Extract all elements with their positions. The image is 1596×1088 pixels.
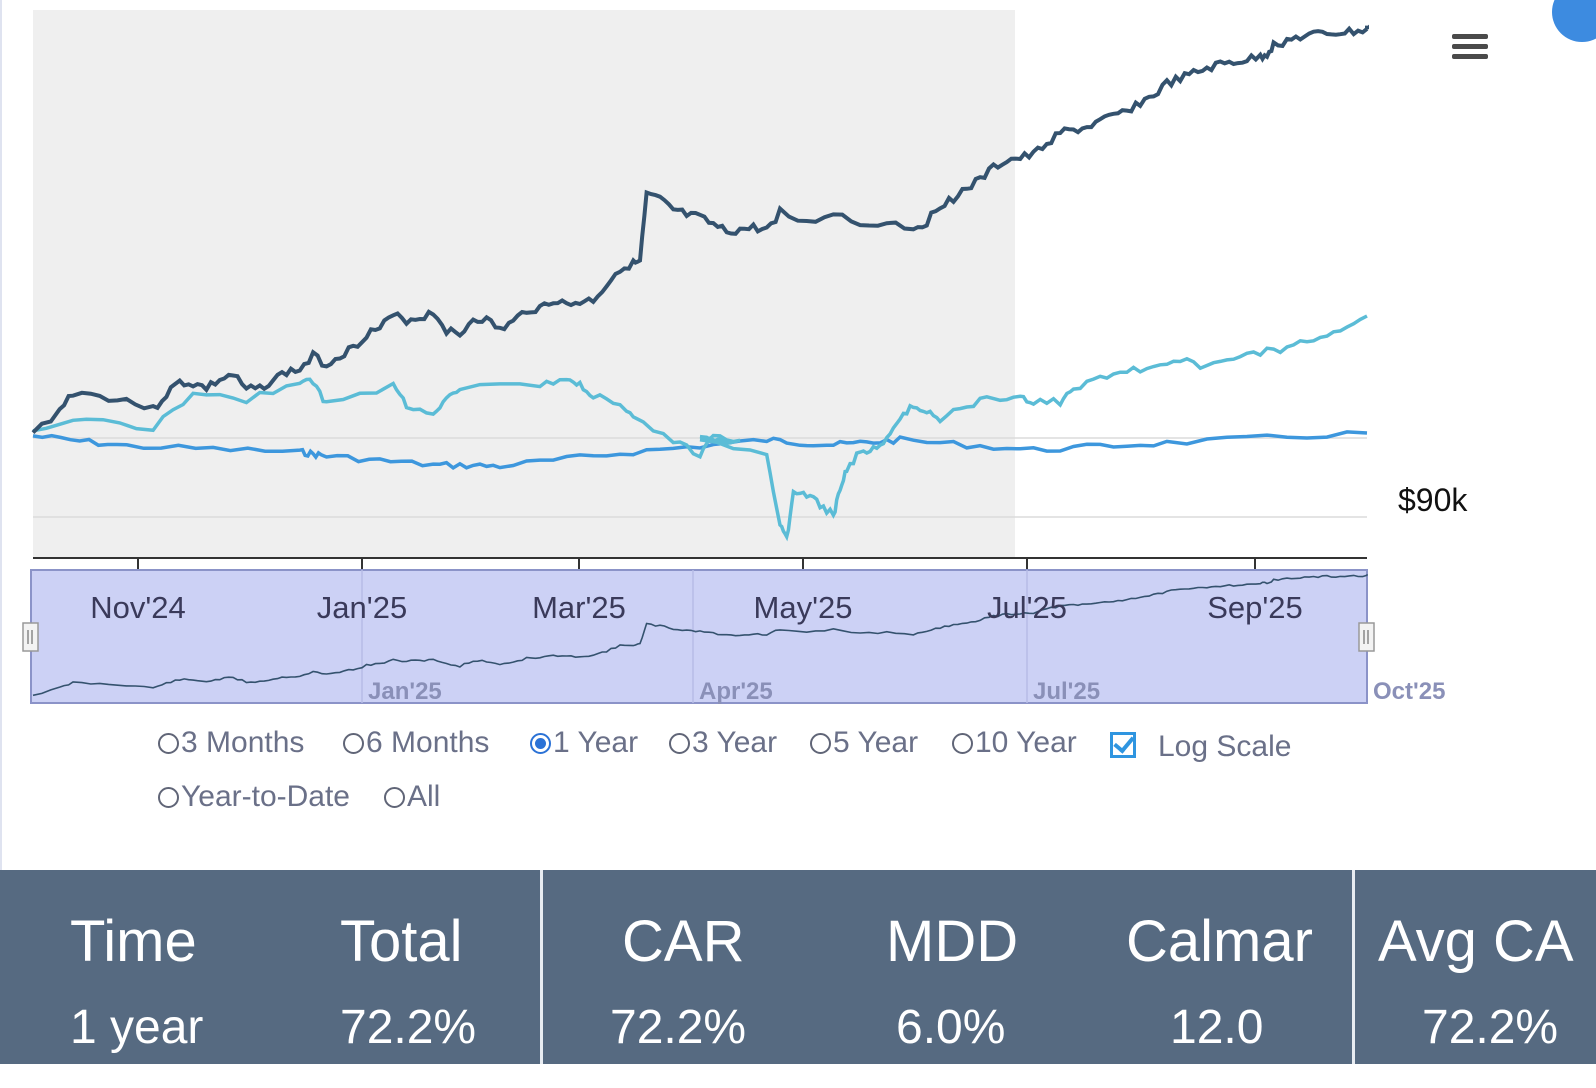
stat-header: Calmar (1126, 909, 1313, 974)
radio-icon[interactable] (158, 786, 179, 808)
stat-header: MDD (886, 909, 1019, 974)
series-line-benchmark-a (32, 314, 1368, 542)
navigator-grid (361, 570, 1028, 703)
radio-icon[interactable] (810, 732, 831, 754)
range-option-label: 5 Year (833, 726, 919, 759)
x-tick-label: Mar'25 (532, 590, 626, 625)
radio-icon[interactable] (952, 732, 973, 754)
navigator-left-handle[interactable] (22, 622, 39, 652)
x-tick-label: Sep'25 (1207, 590, 1303, 625)
stats-divider (1352, 870, 1355, 1064)
bottom-strip (0, 1064, 1596, 1088)
range-option-all[interactable]: All (384, 780, 440, 814)
left-border (0, 0, 2, 880)
x-tick-label: May'25 (754, 590, 853, 625)
range-option-10-year[interactable]: 10 Year (952, 726, 1077, 760)
range-option-label: 3 Year (692, 726, 778, 759)
navigator[interactable] (30, 569, 1368, 704)
stat-value: 72.2% (610, 1001, 747, 1054)
navigator-right-handle[interactable] (1358, 622, 1375, 652)
series-group (31, 24, 1369, 542)
stat-value: 6.0% (896, 1001, 1006, 1054)
range-option-1-year[interactable]: 1 Year (530, 726, 638, 760)
radio-icon[interactable] (669, 732, 690, 754)
range-option-year-to-date[interactable]: Year-to-Date (158, 780, 350, 814)
x-tick-label: Jan'25 (317, 590, 407, 625)
range-option-label: 6 Months (366, 726, 490, 759)
navigator-label: Apr'25 (699, 678, 773, 705)
navigator-label: Oct'25 (1373, 678, 1445, 705)
range-option-label: 3 Months (181, 726, 305, 759)
series-line-strategy (31, 24, 1369, 435)
radio-icon[interactable] (384, 786, 405, 808)
stat-header: Total (340, 909, 463, 974)
range-option-label: Year-to-Date (181, 780, 350, 813)
y-axis-label: $90k (1398, 482, 1468, 518)
range-option-label: 10 Year (975, 726, 1077, 759)
x-ticks (137, 558, 1256, 570)
log-scale-toggle[interactable]: Log Scale (1110, 726, 1291, 764)
range-option-label: All (407, 780, 441, 813)
performance-chart: Jan'25 Apr'25 Jul'25 Oct'25 Nov'24 Jan'25 Mar… (22, 10, 1445, 705)
x-axis-labels: Nov'24 Jan'25 Mar'25 May'25 Jul'25 Sep'25 (90, 590, 1303, 625)
x-tick-label: Nov'24 (90, 590, 186, 625)
stats-table: Time 1 year Total 72.2% CAR 72.2% MDD 6.… (0, 870, 1596, 1064)
stat-value: 1 year (70, 1001, 204, 1054)
stat-header: Avg CA (1378, 909, 1574, 974)
stat-value: 72.2% (340, 1001, 477, 1054)
navigator-label: Jan'25 (368, 678, 442, 705)
range-option-3-months[interactable]: 3 Months (158, 726, 304, 760)
navigator-labels: Jan'25 Apr'25 Jul'25 Oct'25 (368, 678, 1445, 705)
stat-value: 72.2% (1422, 1001, 1559, 1054)
stat-header: Time (70, 909, 197, 974)
navigator-series-line (32, 574, 1368, 697)
series-line-benchmark-b (32, 430, 1368, 471)
range-option-5-year[interactable]: 5 Year (810, 726, 918, 760)
x-tick-label: Jul'25 (987, 590, 1067, 625)
radio-checked-icon[interactable] (530, 732, 551, 754)
shaded-region (33, 10, 1015, 558)
stats-divider (540, 870, 543, 1064)
log-scale-label: Log Scale (1158, 730, 1292, 763)
navigator-label: Jul'25 (1033, 678, 1100, 705)
stat-value: 12.0 (1170, 1001, 1264, 1054)
range-option-6-months[interactable]: 6 Months (343, 726, 489, 760)
stat-header: CAR (622, 909, 745, 974)
chart-menu-icon[interactable] (1452, 34, 1488, 64)
range-option-label: 1 Year (553, 726, 639, 759)
checkbox-checked-icon[interactable] (1110, 732, 1136, 758)
radio-icon[interactable] (343, 732, 364, 754)
range-option-3-year[interactable]: 3 Year (669, 726, 777, 760)
radio-icon[interactable] (158, 732, 179, 754)
